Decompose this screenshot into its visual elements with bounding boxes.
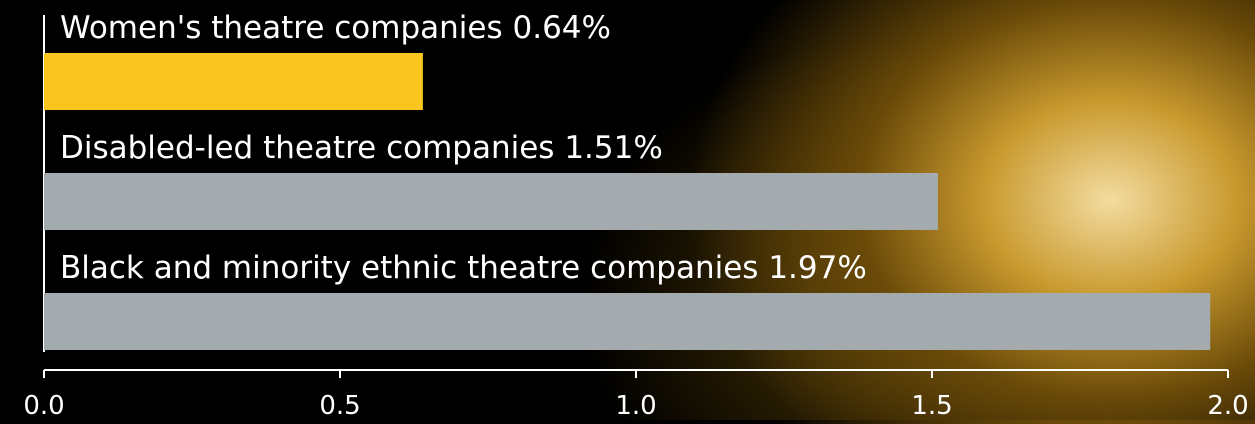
value-label: 1.97%: [768, 250, 866, 286]
x-tick-label: 1.5: [911, 391, 952, 420]
x-tick-label: 2.0: [1207, 391, 1248, 420]
x-tick-label: 0.5: [319, 391, 360, 420]
bar: [44, 173, 938, 230]
bar-label: Women's theatre companies 0.64%: [60, 10, 611, 46]
value-label: 0.64%: [513, 10, 611, 46]
category-label: Disabled-led theatre companies: [60, 130, 554, 166]
bar-label: Black and minority ethnic theatre compan…: [60, 250, 867, 286]
bar: [44, 53, 423, 110]
bar: [44, 293, 1211, 350]
x-tick-label: 0.0: [23, 391, 64, 420]
bar-label: Disabled-led theatre companies 1.51%: [60, 130, 663, 166]
value-label: 1.51%: [564, 130, 662, 166]
category-label: Women's theatre companies: [60, 10, 503, 46]
category-label: Black and minority ethnic theatre compan…: [60, 250, 758, 286]
x-tick-label: 1.0: [615, 391, 656, 420]
